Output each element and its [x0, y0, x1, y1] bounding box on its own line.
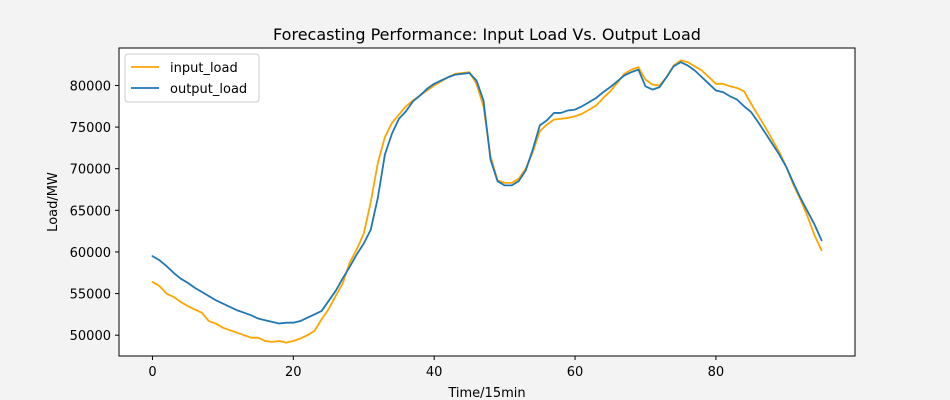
series-line-output-load: [151, 61, 823, 325]
x-tick-label: 40: [426, 365, 443, 380]
series-layer: [151, 59, 823, 344]
y-tick-label: 60000: [70, 246, 111, 261]
legend: input_load output_load: [124, 53, 260, 103]
legend-label-output-load: output_load: [170, 82, 247, 97]
y-tick-label: 65000: [70, 204, 111, 219]
chart-title: Forecasting Performance: Input Load Vs. …: [273, 25, 701, 44]
y-tick-label: 55000: [70, 288, 111, 303]
x-axis: 0 20 40 60 80: [148, 356, 724, 380]
y-tick-label: 70000: [70, 163, 111, 178]
y-axis-label: Load/MW: [46, 172, 61, 232]
x-tick-label: 20: [285, 365, 302, 380]
legend-box: [124, 53, 260, 103]
x-tick-label: 60: [567, 365, 584, 380]
plot-frame: [118, 47, 856, 357]
x-tick-label: 80: [708, 365, 725, 380]
x-tick-label: 0: [148, 365, 156, 380]
y-axis: 50000 55000 60000 65000 70000 75000 80000: [70, 79, 119, 344]
y-tick-label: 75000: [70, 121, 111, 136]
x-axis-label: Time/15min: [447, 386, 525, 400]
y-tick-label: 80000: [70, 79, 111, 94]
y-tick-label: 50000: [70, 329, 111, 344]
legend-label-input-load: input_load: [170, 61, 238, 76]
